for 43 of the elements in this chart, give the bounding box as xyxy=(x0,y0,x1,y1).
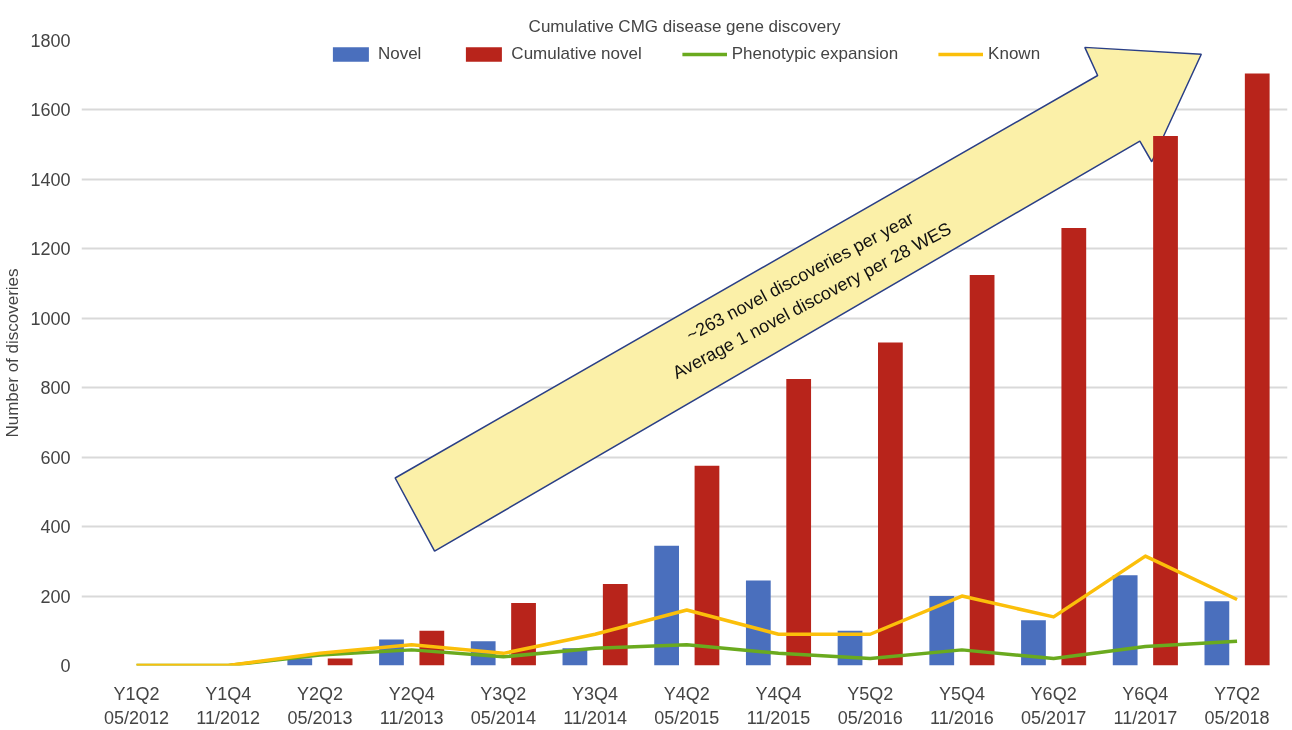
bar xyxy=(1061,228,1087,666)
x-tick-label: Y7Q2 05/2018 xyxy=(1204,683,1270,728)
bar xyxy=(1244,73,1270,666)
bar xyxy=(878,342,903,666)
legend-label: Phenotypic expansion xyxy=(731,44,899,64)
bar xyxy=(969,274,995,666)
bar xyxy=(694,465,720,666)
bar xyxy=(602,583,628,666)
chart-title: Cumulative CMG disease gene discovery xyxy=(528,16,841,36)
bar xyxy=(786,379,812,666)
x-tick-label: Y2Q2 05/2013 xyxy=(287,683,353,728)
bar xyxy=(654,545,679,666)
x-tick-label: Y2Q4 11/2013 xyxy=(379,683,444,728)
y-axis-title: Number of discoveries xyxy=(3,268,23,438)
legend-label: Cumulative novel xyxy=(511,44,642,64)
legend-label: Known xyxy=(988,44,1041,64)
x-tick-label: Y1Q4 11/2012 xyxy=(196,683,261,728)
x-tick-label: Y3Q2 05/2014 xyxy=(470,683,536,728)
x-tick-label: Y6Q4 11/2017 xyxy=(1113,683,1178,728)
y-tick-label: 1600 xyxy=(30,100,71,121)
bar xyxy=(1204,601,1230,666)
bar xyxy=(1021,620,1046,666)
bar xyxy=(1112,575,1138,666)
y-tick-label: 0 xyxy=(60,656,71,676)
y-tick-label: 800 xyxy=(40,378,71,399)
x-tick-label: Y5Q2 05/2016 xyxy=(837,683,903,728)
legend-label: Novel xyxy=(377,44,422,64)
x-tick-label: Y5Q4 11/2016 xyxy=(930,683,994,728)
y-tick-label: 1000 xyxy=(30,308,71,329)
y-tick-label: 600 xyxy=(40,447,71,468)
y-tick-label: 1400 xyxy=(30,169,71,190)
bar xyxy=(1153,135,1178,666)
y-tick-label: 400 xyxy=(40,517,71,538)
x-tick-label: Y1Q2 05/2012 xyxy=(103,683,170,728)
bar xyxy=(745,580,771,666)
line-series xyxy=(134,554,1239,666)
y-tick-label: 200 xyxy=(40,586,71,607)
y-tick-label: 1200 xyxy=(30,239,71,260)
x-tick-label: Y6Q2 05/2017 xyxy=(1021,683,1087,728)
y-tick-label: 1800 xyxy=(30,31,71,51)
x-tick-label: Y4Q4 11/2015 xyxy=(746,683,811,728)
x-tick-label: Y3Q4 11/2014 xyxy=(563,683,627,728)
x-tick-label: Y4Q2 05/2015 xyxy=(654,683,720,728)
